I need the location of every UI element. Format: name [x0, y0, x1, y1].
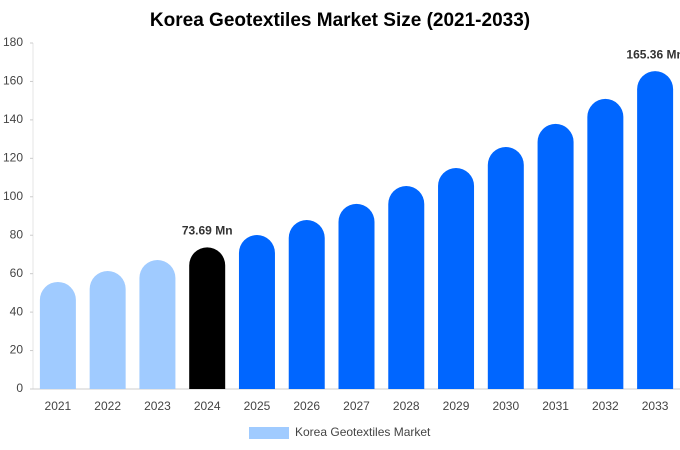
y-tick-label: 60 [10, 266, 24, 280]
x-tick-label: 2028 [393, 399, 420, 413]
y-tick-label: 140 [3, 112, 23, 126]
bar [139, 260, 176, 389]
y-tick-label: 160 [3, 74, 23, 88]
y-tick-label: 80 [10, 227, 24, 241]
x-tick-label: 2022 [94, 399, 121, 413]
value-label: 165.36 Mn [626, 47, 680, 61]
x-tick-label: 2024 [194, 399, 221, 413]
bar [288, 220, 325, 389]
bar [587, 98, 624, 389]
x-tick-label: 2027 [343, 399, 370, 413]
chart-title: Korea Geotextiles Market Size (2021-2033… [150, 10, 530, 31]
bar [388, 186, 425, 389]
y-tick-label: 40 [10, 304, 24, 318]
bar [89, 270, 126, 389]
legend-swatch [249, 427, 289, 439]
y-tick-label: 0 [16, 381, 23, 395]
x-tick-label: 2033 [642, 399, 669, 413]
bar [537, 123, 574, 390]
x-tick-label: 2030 [492, 399, 519, 413]
x-tick-label: 2026 [293, 399, 320, 413]
value-label: 73.69 Mn [182, 224, 233, 238]
legend-label: Korea Geotextiles Market [295, 425, 431, 439]
x-tick-label: 2025 [244, 399, 271, 413]
bar [487, 146, 524, 389]
x-tick-label: 2032 [592, 399, 619, 413]
x-tick-label: 2021 [45, 399, 72, 413]
y-tick-label: 120 [3, 151, 23, 165]
x-tick-label: 2029 [443, 399, 470, 413]
x-tick-label: 2023 [144, 399, 171, 413]
bar [39, 281, 76, 389]
bar [338, 203, 375, 389]
x-tick-label: 2031 [542, 399, 569, 413]
bar [637, 71, 674, 390]
bar [438, 167, 475, 389]
bar [189, 247, 226, 389]
y-tick-label: 100 [3, 189, 23, 203]
y-tick-label: 20 [10, 343, 24, 357]
y-tick-label: 180 [3, 35, 23, 49]
bar [238, 235, 275, 389]
